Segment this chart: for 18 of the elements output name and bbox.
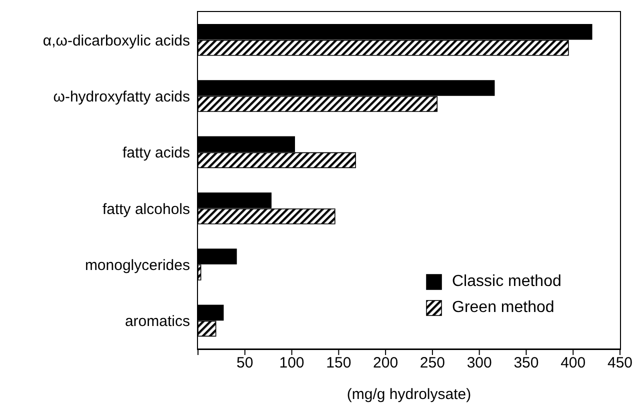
y-tick-label: ω-hydroxyfatty acids [53,88,190,106]
y-tick-label: fatty alcohols [102,200,190,218]
x-tick-label: 450 [607,354,633,372]
y-tick-label: fatty acids [122,144,190,162]
x-axis-title: (mg/g hydrolysate) [346,386,472,403]
legend-label: Green method [452,298,554,318]
x-tick-label: 50 [236,354,254,372]
x-tick-label: 150 [326,354,352,372]
x-tick-label: 100 [279,354,304,372]
x-tick-label: 250 [420,354,445,372]
x-tick-label: 350 [514,354,539,372]
y-tick-label: aromatics [124,313,190,330]
x-tick-label: 300 [466,354,492,372]
y-tick-label: α,ω-dicarboxylic acids [42,32,190,50]
legend-label: Classic method [452,272,562,292]
x-tick-label: 400 [560,354,586,372]
y-tick-label: monoglycerides [84,257,190,274]
x-tick-label: 200 [373,354,398,372]
